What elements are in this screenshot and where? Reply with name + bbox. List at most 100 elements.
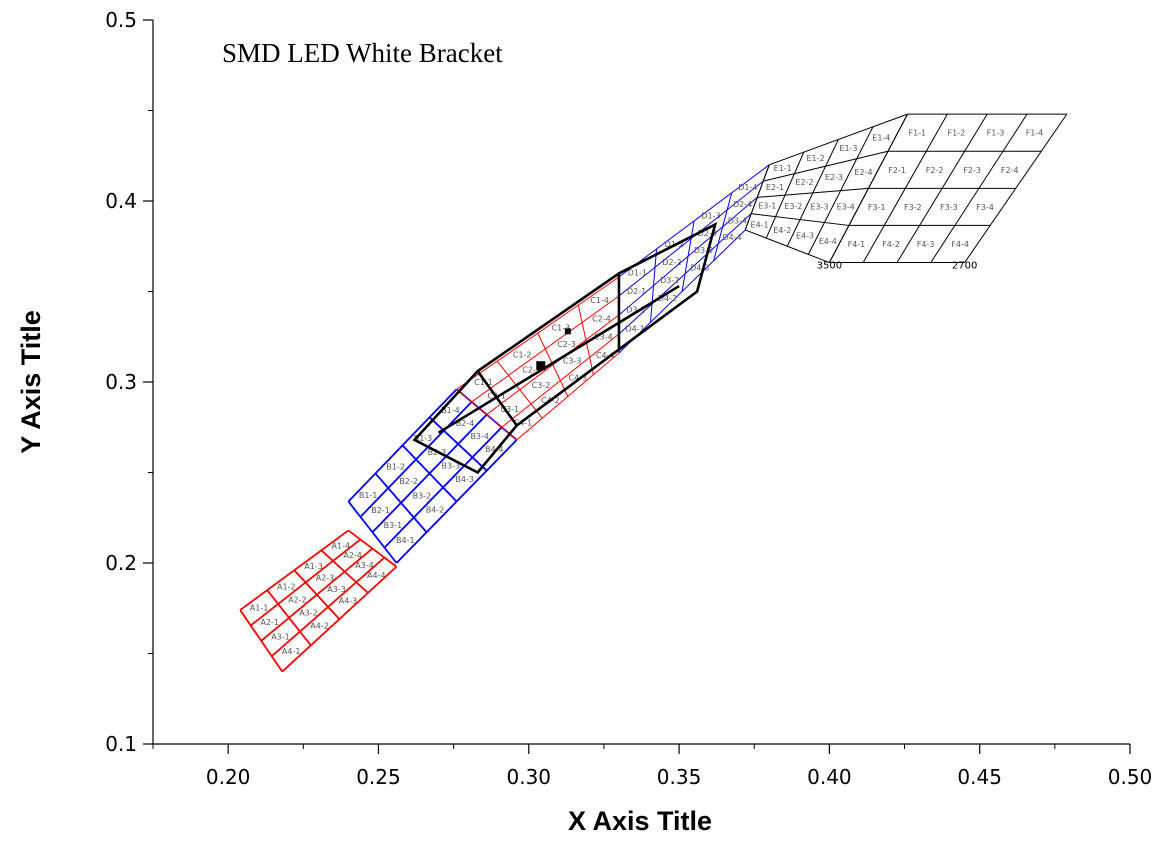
bin-grid-d: D1-1D1-2D1-3D1-4D2-1D2-2D2-3D2-4D3-1D3-2… bbox=[618, 164, 770, 354]
bin-label: A2-4 bbox=[343, 551, 362, 560]
y-tick-label: 0.2 bbox=[105, 551, 137, 575]
bin-label: D3-3 bbox=[694, 246, 713, 255]
bin-label: C2-3 bbox=[557, 340, 576, 349]
bin-grid-line bbox=[271, 556, 386, 657]
bin-label: C1-4 bbox=[590, 296, 609, 305]
bin-label: D4-2 bbox=[658, 294, 677, 303]
bin-label: D4-3 bbox=[690, 263, 709, 272]
bin-grid-line bbox=[964, 113, 1068, 263]
bin-label: A2-2 bbox=[288, 596, 307, 605]
bin-label: E2-2 bbox=[795, 178, 813, 187]
bin-grid-line bbox=[577, 304, 594, 375]
bin-label: C3-1 bbox=[500, 405, 519, 414]
bin-label: D2-2 bbox=[662, 258, 681, 267]
bin-label: C1-1 bbox=[474, 378, 493, 387]
bin-label: F1-1 bbox=[908, 129, 926, 138]
bin-grid-line bbox=[486, 314, 620, 415]
bin-label: A4-1 bbox=[282, 647, 301, 656]
bin-label: B3-2 bbox=[413, 491, 432, 500]
bin-label: A1-4 bbox=[332, 541, 351, 550]
data-point bbox=[564, 328, 571, 335]
bin-label: A4-4 bbox=[367, 571, 386, 580]
bin-label: B1-1 bbox=[359, 491, 378, 500]
bin-grid-line bbox=[516, 352, 620, 441]
x-tick-label: 0.45 bbox=[957, 765, 1002, 789]
bin-grid-line bbox=[618, 213, 752, 335]
bin-label: B1-4 bbox=[441, 406, 460, 415]
x-tick-label: 0.30 bbox=[507, 765, 552, 789]
bin-grid-line bbox=[618, 196, 758, 316]
bin-label: E4-4 bbox=[819, 237, 837, 246]
bin-label: D2-1 bbox=[627, 287, 646, 296]
bin-grid-line bbox=[745, 229, 830, 264]
bin-label: F2-4 bbox=[1001, 166, 1019, 175]
bin-label: D2-3 bbox=[698, 229, 717, 238]
bin-label: A4-3 bbox=[339, 596, 358, 605]
bin-grid-line bbox=[383, 426, 503, 549]
bin-label: B2-2 bbox=[399, 477, 418, 486]
bin-label: F1-4 bbox=[1026, 129, 1044, 138]
bin-label: B1-2 bbox=[386, 463, 405, 472]
y-tick-label: 0.5 bbox=[105, 8, 137, 32]
bin-grid-line bbox=[347, 388, 458, 503]
bin-label: F3-2 bbox=[904, 203, 922, 212]
bin-grid-line bbox=[757, 187, 869, 198]
bin-grid-e: E1-1 E1-2 E1-3 E1-4 E2-1 E2-2 E2-3 E2-4 E3-1 E3-2… bbox=[744, 113, 908, 264]
bin-grid-line bbox=[807, 126, 874, 255]
bin-label: E3-2 bbox=[784, 202, 802, 211]
ansi-outline bbox=[412, 222, 718, 475]
bin-label: B1-3 bbox=[414, 434, 433, 443]
bin-label: E2-3 bbox=[825, 173, 843, 182]
bin-label: B3-3 bbox=[442, 462, 461, 471]
bin-label: A3-1 bbox=[271, 633, 290, 642]
bin-label: C4-1 bbox=[514, 418, 533, 427]
bin-grid-line bbox=[713, 192, 733, 261]
bin-label: F1-3 bbox=[987, 129, 1005, 138]
bin-label: F2-3 bbox=[963, 166, 981, 175]
outline-overlay: 3500 2700 bbox=[412, 222, 977, 475]
bin-grid-line bbox=[395, 439, 518, 564]
bin-label: E4-2 bbox=[773, 226, 791, 235]
x-tick-label: 0.50 bbox=[1108, 765, 1153, 789]
bin-grid-line bbox=[347, 529, 398, 568]
bin-label: A1-1 bbox=[250, 603, 269, 612]
axes: 0.20 0.25 0.30 0.35 0.40 0.45 0.50 0.1 0.2 0.3 0.4… bbox=[105, 8, 1152, 789]
bin-label: F2-1 bbox=[888, 166, 906, 175]
bin-label: A3-4 bbox=[355, 561, 374, 570]
bin-label: D3-2 bbox=[660, 276, 679, 285]
bin-label: A1-3 bbox=[304, 562, 323, 571]
bin-label: E3-3 bbox=[810, 202, 828, 211]
y-axis-title: Y Axis Title bbox=[16, 310, 46, 454]
bin-label: D1-1 bbox=[628, 268, 647, 277]
bin-label: F3-3 bbox=[940, 203, 958, 212]
bin-label: C3-2 bbox=[532, 381, 551, 390]
y-tick-label: 0.3 bbox=[105, 370, 137, 394]
bin-label: B4-1 bbox=[396, 536, 415, 545]
bin-grid-line bbox=[260, 547, 374, 642]
bin-label: C3-3 bbox=[563, 357, 582, 366]
bin-label: F1-2 bbox=[948, 129, 966, 138]
y-tick-label: 0.4 bbox=[105, 189, 137, 213]
bin-label: B2-1 bbox=[371, 506, 390, 515]
bin-label: D3-1 bbox=[626, 306, 645, 315]
bin-label: C1-3 bbox=[552, 323, 571, 332]
bin-grid-line bbox=[751, 213, 849, 226]
bin-grid-line bbox=[428, 416, 488, 472]
x-tick-label: 0.20 bbox=[206, 765, 251, 789]
bin-label: C4-3 bbox=[568, 373, 587, 382]
bin-grids: A1-1 A1-2 A1-3 A1-4 A2-1 A2-2 A2-3 A2-4 A3-1 A3-2… bbox=[239, 113, 1068, 673]
bin-label: E1-3 bbox=[839, 144, 857, 153]
x-tick-label: 0.25 bbox=[356, 765, 401, 789]
bin-label: E1-1 bbox=[774, 164, 792, 173]
bin-label: B4-4 bbox=[485, 445, 504, 454]
bin-label: B4-3 bbox=[455, 475, 474, 484]
bin-label: E2-1 bbox=[766, 183, 784, 192]
cct-label: 3500 bbox=[817, 261, 842, 272]
bin-label: F2-2 bbox=[926, 166, 944, 175]
bin-grid-line bbox=[501, 333, 620, 428]
bin-label: D1-3 bbox=[701, 212, 720, 221]
bin-label: C3-4 bbox=[594, 333, 613, 342]
x-axis-title: X Axis Title bbox=[568, 806, 712, 836]
bin-label: E1-2 bbox=[807, 154, 825, 163]
